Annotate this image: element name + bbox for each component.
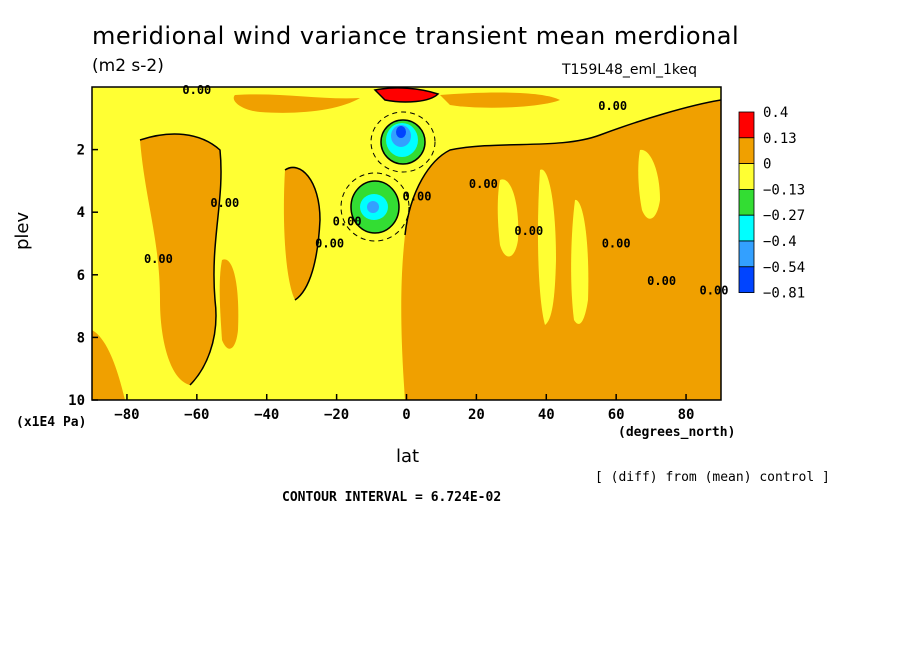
colorbar-label: 0.13 <box>763 131 797 147</box>
contour-label: 0.00 <box>210 196 239 210</box>
x-tick-label: 20 <box>468 407 485 423</box>
chart-title: meridional wind variance transient mean … <box>92 22 740 50</box>
positive-region-strip <box>219 259 239 349</box>
colorbar-label: −0.13 <box>763 182 805 198</box>
neutral-pocket <box>497 179 519 257</box>
contour-label: 0.00 <box>598 99 627 113</box>
contour-label: 0.00 <box>647 274 676 288</box>
y-axis-unit: (x1E4 Pa) <box>16 415 87 430</box>
x-tick-label: −20 <box>324 407 349 423</box>
axis-ticks: −80 −60 −40 −20 0 20 40 60 80 2 4 6 8 10 <box>68 143 694 423</box>
x-tick-label: −80 <box>114 407 139 423</box>
colorbar-swatch <box>738 214 755 242</box>
positive-region-mid <box>283 167 320 300</box>
colorbar-swatch <box>738 137 755 165</box>
zero-contour <box>404 99 721 236</box>
colorbar-label: −0.4 <box>763 234 797 250</box>
colorbar-label: −0.81 <box>763 286 805 302</box>
positive-contour <box>373 87 440 103</box>
y-tick-label: 8 <box>77 330 85 346</box>
negative-core-lower-max <box>367 201 379 213</box>
colorbar-swatch <box>738 163 755 190</box>
positive-region-top-east <box>440 92 560 108</box>
zero-contour <box>284 166 321 301</box>
x-tick-label: 80 <box>678 407 695 423</box>
negative-contour <box>380 119 426 165</box>
colorbar-label: −0.27 <box>763 208 805 224</box>
contour-label-layer: 0.00 0.00 0.00 0.00 0.00 0.00 0.00 0.00 0.00 0.00… <box>144 83 729 297</box>
x-tick-label: 60 <box>608 407 625 423</box>
contour-interval: CONTOUR INTERVAL = 6.724E-02 <box>282 490 502 505</box>
contour-label: 0.00 <box>144 252 173 266</box>
neutral-pocket <box>537 169 556 325</box>
colorbar-label: 0.4 <box>763 105 788 121</box>
neutral-pocket <box>638 149 660 219</box>
contour-lines <box>139 87 721 386</box>
colorbar-swatch <box>738 188 755 216</box>
colorbar-label: 0 <box>763 157 771 173</box>
y-tick-label: 2 <box>77 143 85 159</box>
contour-label: 0.00 <box>315 237 344 251</box>
chart-units: (m2 s-2) <box>92 56 164 76</box>
contour-label: 0.00 <box>182 83 211 97</box>
run-id-label: T159L48_eml_1keq <box>562 62 698 78</box>
colorbar-label: −0.54 <box>763 260 805 276</box>
colorbar: 0.4 0.13 0 −0.13 −0.27 −0.4 −0.54 −0.81 <box>738 105 805 302</box>
positive-region-edge <box>92 330 125 400</box>
contour-label: 0.00 <box>333 215 362 229</box>
colorbar-swatch <box>738 266 755 293</box>
positive-max-region <box>375 87 438 102</box>
x-tick-label: −40 <box>254 407 279 423</box>
contour-label: 0.00 <box>602 237 631 251</box>
contour-label: 0.00 <box>469 177 498 191</box>
colorbar-swatch <box>738 240 755 268</box>
contour-fill-layer <box>92 87 721 400</box>
positive-region-west <box>140 134 222 385</box>
negative-core-upper-max <box>396 126 406 138</box>
colorbar-swatch <box>738 111 755 139</box>
negative-dashed-contour <box>370 111 436 173</box>
negative-dashed-contour <box>340 172 410 242</box>
positive-region-top <box>233 94 360 113</box>
negative-contour <box>350 180 400 234</box>
y-tick-label: 6 <box>77 268 85 284</box>
y-axis-label: plev <box>12 211 33 250</box>
x-tick-label: −60 <box>184 407 209 423</box>
x-tick-label: 40 <box>538 407 555 423</box>
x-axis-label: lat <box>396 446 420 467</box>
contour-label: 0.00 <box>700 283 729 297</box>
y-tick-label: 4 <box>77 205 85 221</box>
x-axis-unit: (degrees_north) <box>618 425 736 440</box>
zero-contour <box>139 133 222 386</box>
diff-note: [ (diff) from (mean) control ] <box>595 470 830 485</box>
neutral-pocket <box>571 199 589 324</box>
x-tick-label: 0 <box>402 407 410 423</box>
contour-label: 0.00 <box>403 190 432 204</box>
y-tick-label: 10 <box>68 393 85 409</box>
contour-label: 0.00 <box>514 224 543 238</box>
negative-dashed-contours <box>340 111 436 242</box>
